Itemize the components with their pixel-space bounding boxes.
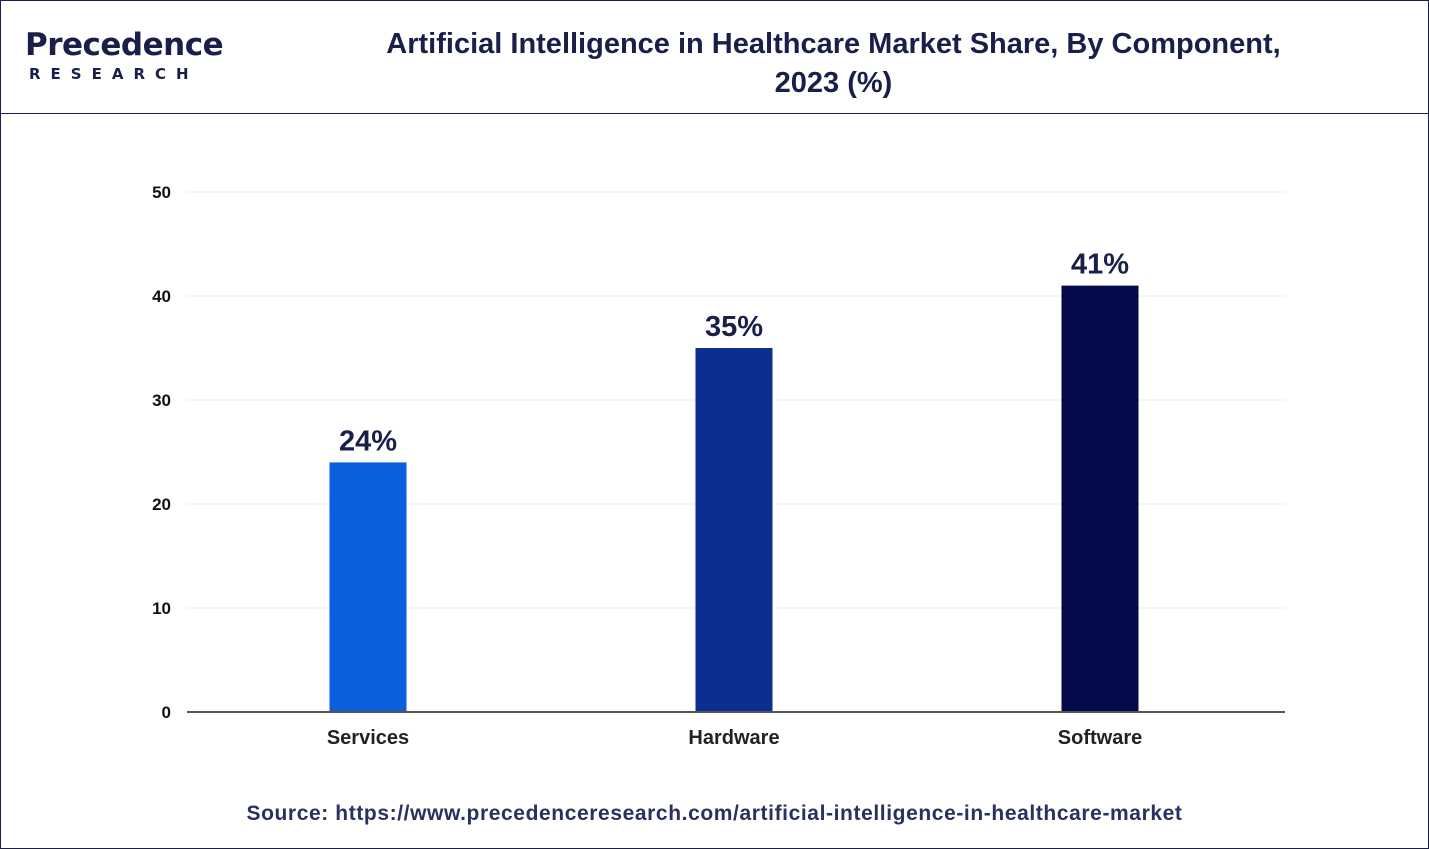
brand-logo: Precedence RESEARCH: [25, 27, 235, 87]
chart-title: Artificial Intelligence in Healthcare Ma…: [331, 25, 1336, 103]
bar-value-label: 35%: [705, 311, 763, 343]
chart-title-line2: 2023 (%): [774, 67, 893, 99]
bar-software: [1061, 285, 1139, 712]
bar-value-label: 41%: [1071, 249, 1129, 281]
bars: 24% 35% 41%: [329, 249, 1139, 712]
y-tick-label: 30: [152, 391, 171, 410]
brand-sub: RESEARCH: [29, 65, 199, 83]
y-tick-label: 20: [152, 495, 171, 514]
source-label: Source:: [246, 802, 329, 825]
bar-services: [329, 462, 407, 712]
y-tick-label: 10: [152, 599, 171, 618]
header: Precedence RESEARCH Artificial Intellige…: [1, 1, 1428, 114]
x-category-label: Services: [327, 727, 409, 749]
brand-name: Precedence: [25, 27, 224, 63]
bar-hardware: [695, 348, 773, 712]
source-url[interactable]: https://www.precedenceresearch.com/artif…: [335, 802, 1183, 825]
bar-value-label: 24%: [339, 425, 397, 457]
x-category-label: Hardware: [688, 727, 779, 749]
x-axis-labels: Services Hardware Software: [327, 727, 1142, 749]
y-axis-ticks: 0 10 20 30 40 50: [152, 183, 171, 722]
chart-title-line1: Artificial Intelligence in Healthcare Ma…: [386, 28, 1281, 60]
x-category-label: Software: [1058, 727, 1142, 749]
y-tick-label: 40: [152, 287, 171, 306]
y-tick-label: 0: [162, 703, 171, 722]
y-tick-label: 50: [152, 183, 171, 202]
source-note: Source: https://www.precedenceresearch.c…: [0, 802, 1429, 826]
